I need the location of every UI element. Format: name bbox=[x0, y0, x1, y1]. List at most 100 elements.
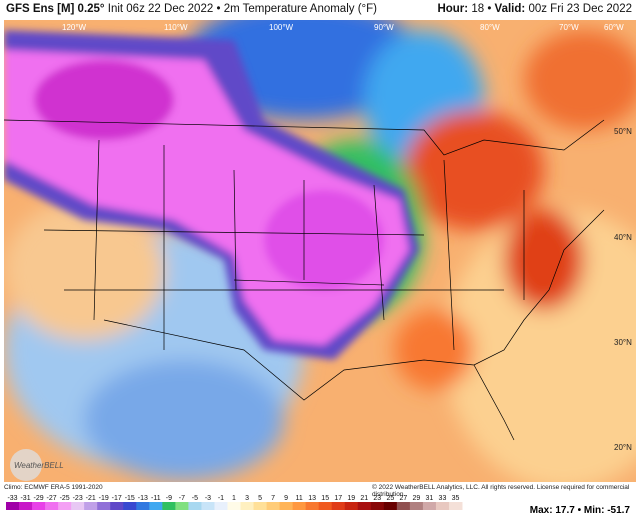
logo: WeatherBELL bbox=[14, 461, 64, 470]
colorbar: -33 -31 -29 -27 -25 -23 -21 -19 -17 -15 -13 -11 -9 -7… bbox=[6, 495, 463, 510]
climo: Climo: ECMWF ERA-5 1991-2020 bbox=[4, 484, 103, 491]
colorbar-swatch bbox=[344, 502, 359, 510]
map: 120°W 110°W 100°W 90°W 80°W 70°W 60°W 50… bbox=[4, 20, 636, 482]
colorbar-swatch bbox=[201, 502, 215, 510]
colorbar-label: 1 bbox=[232, 495, 236, 502]
colorbar-label: -9 bbox=[166, 495, 172, 502]
colorbar-swatch bbox=[214, 502, 228, 510]
separator: • bbox=[577, 505, 582, 516]
colorbar-swatch bbox=[279, 502, 294, 510]
colorbar-label: -29 bbox=[34, 495, 44, 502]
colorbar-swatch bbox=[357, 502, 372, 510]
colorbar-label: 27 bbox=[399, 495, 407, 502]
colorbar-swatch bbox=[435, 502, 450, 510]
lon-label: 110°W bbox=[164, 23, 188, 32]
colorbar-label: -23 bbox=[73, 495, 83, 502]
copyright: © 2022 WeatherBELL Analytics, LLC. All r… bbox=[372, 484, 630, 498]
colorbar-label: -27 bbox=[47, 495, 57, 502]
init: Init 06z 22 Dec 2022 bbox=[107, 3, 214, 15]
valid: 00z Fri 23 Dec 2022 bbox=[528, 3, 632, 15]
stats: Max: 17.7 • Min: -51.7 bbox=[530, 505, 630, 516]
colorbar-swatch bbox=[240, 502, 255, 510]
colorbar-swatch bbox=[97, 502, 111, 510]
lon-label: 100°W bbox=[269, 23, 294, 32]
colorbar-swatch bbox=[370, 502, 385, 510]
colorbar-label: -15 bbox=[125, 495, 135, 502]
field: 2m Temperature Anomaly (°F) bbox=[223, 3, 377, 15]
colorbar-label: 21 bbox=[360, 495, 368, 502]
colorbar-label: -13 bbox=[138, 495, 148, 502]
colorbar-label: 19 bbox=[347, 495, 355, 502]
colorbar-swatch bbox=[6, 502, 20, 510]
lat-label: 20°N bbox=[614, 443, 632, 452]
header-right: Hour: 18 • Valid: 00z Fri 23 Dec 2022 bbox=[437, 3, 632, 15]
colorbar-label: 35 bbox=[452, 495, 460, 502]
colorbar-label: -5 bbox=[192, 495, 198, 502]
colorbar-swatch bbox=[110, 502, 124, 510]
colorbar-label: 15 bbox=[321, 495, 329, 502]
colorbar-label: 9 bbox=[284, 495, 288, 502]
colorbar-label: 17 bbox=[334, 495, 342, 502]
colorbar-swatch bbox=[305, 502, 320, 510]
model: GFS Ens [M] 0.25° bbox=[6, 3, 105, 15]
colorbar-label: -3 bbox=[205, 495, 211, 502]
colorbar-label: 11 bbox=[296, 495, 303, 502]
colorbar-swatch bbox=[227, 502, 242, 510]
colorbar-swatch bbox=[318, 502, 333, 510]
lat-label: 30°N bbox=[614, 338, 632, 347]
logo-icon bbox=[10, 449, 42, 481]
colorbar-label: 25 bbox=[386, 495, 394, 502]
colorbar-swatch bbox=[448, 502, 463, 510]
colorbar-label: 13 bbox=[308, 495, 316, 502]
colorbar-label: 3 bbox=[245, 495, 249, 502]
colorbar-swatch bbox=[136, 502, 150, 510]
lon-label: 90°W bbox=[374, 23, 394, 32]
header-left: GFS Ens [M] 0.25° Init 06z 22 Dec 2022 •… bbox=[6, 3, 377, 15]
lat-label: 40°N bbox=[614, 233, 632, 242]
colorbar-label: -1 bbox=[218, 495, 224, 502]
colorbar-swatch bbox=[149, 502, 163, 510]
colorbar-swatch bbox=[383, 502, 398, 510]
lat-label: 50°N bbox=[614, 127, 632, 136]
colorbar-swatch bbox=[422, 502, 437, 510]
colorbar-swatch bbox=[58, 502, 72, 510]
valid-label: Valid: bbox=[494, 3, 526, 15]
colorbar-swatch bbox=[123, 502, 137, 510]
colorbar-label: -7 bbox=[179, 495, 185, 502]
lon-label: 120°W bbox=[62, 23, 87, 32]
max-label: Max: bbox=[529, 505, 553, 516]
colorbar-swatch bbox=[331, 502, 346, 510]
colorbar-swatch bbox=[175, 502, 189, 510]
colorbar-swatch bbox=[253, 502, 268, 510]
colorbar-label: -17 bbox=[112, 495, 122, 502]
colorbar-label: 23 bbox=[373, 495, 381, 502]
hour-label: Hour: bbox=[437, 3, 469, 15]
colorbar-label: -31 bbox=[20, 495, 30, 502]
colorbar-label: 5 bbox=[258, 495, 262, 502]
colorbar-swatch bbox=[32, 502, 46, 510]
colorbar-swatch bbox=[19, 502, 33, 510]
separator: • bbox=[487, 3, 492, 15]
colorbar-swatch bbox=[266, 502, 281, 510]
colorbar-swatch bbox=[71, 502, 85, 510]
lon-label: 70°W bbox=[559, 23, 579, 32]
lon-label: 60°W bbox=[604, 23, 624, 32]
hour: 18 bbox=[471, 3, 485, 15]
separator: • bbox=[216, 3, 221, 15]
colorbar-swatch bbox=[292, 502, 307, 510]
colorbar-swatch bbox=[45, 502, 59, 510]
max: 17.7 bbox=[555, 505, 575, 516]
colorbar-swatch bbox=[409, 502, 424, 510]
colorbar-label: 29 bbox=[413, 495, 421, 502]
colorbar-label: -19 bbox=[99, 495, 109, 502]
colorbar-label: 7 bbox=[271, 495, 275, 502]
colorbar-swatch bbox=[84, 502, 98, 510]
colorbar-label: -33 bbox=[7, 495, 17, 502]
colorbar-label: -11 bbox=[151, 495, 161, 502]
lon-label: 80°W bbox=[480, 23, 500, 32]
colorbar-swatch bbox=[396, 502, 411, 510]
min-label: Min: bbox=[583, 505, 605, 516]
colorbar-label: 31 bbox=[426, 495, 434, 502]
min: -51.7 bbox=[607, 505, 630, 516]
